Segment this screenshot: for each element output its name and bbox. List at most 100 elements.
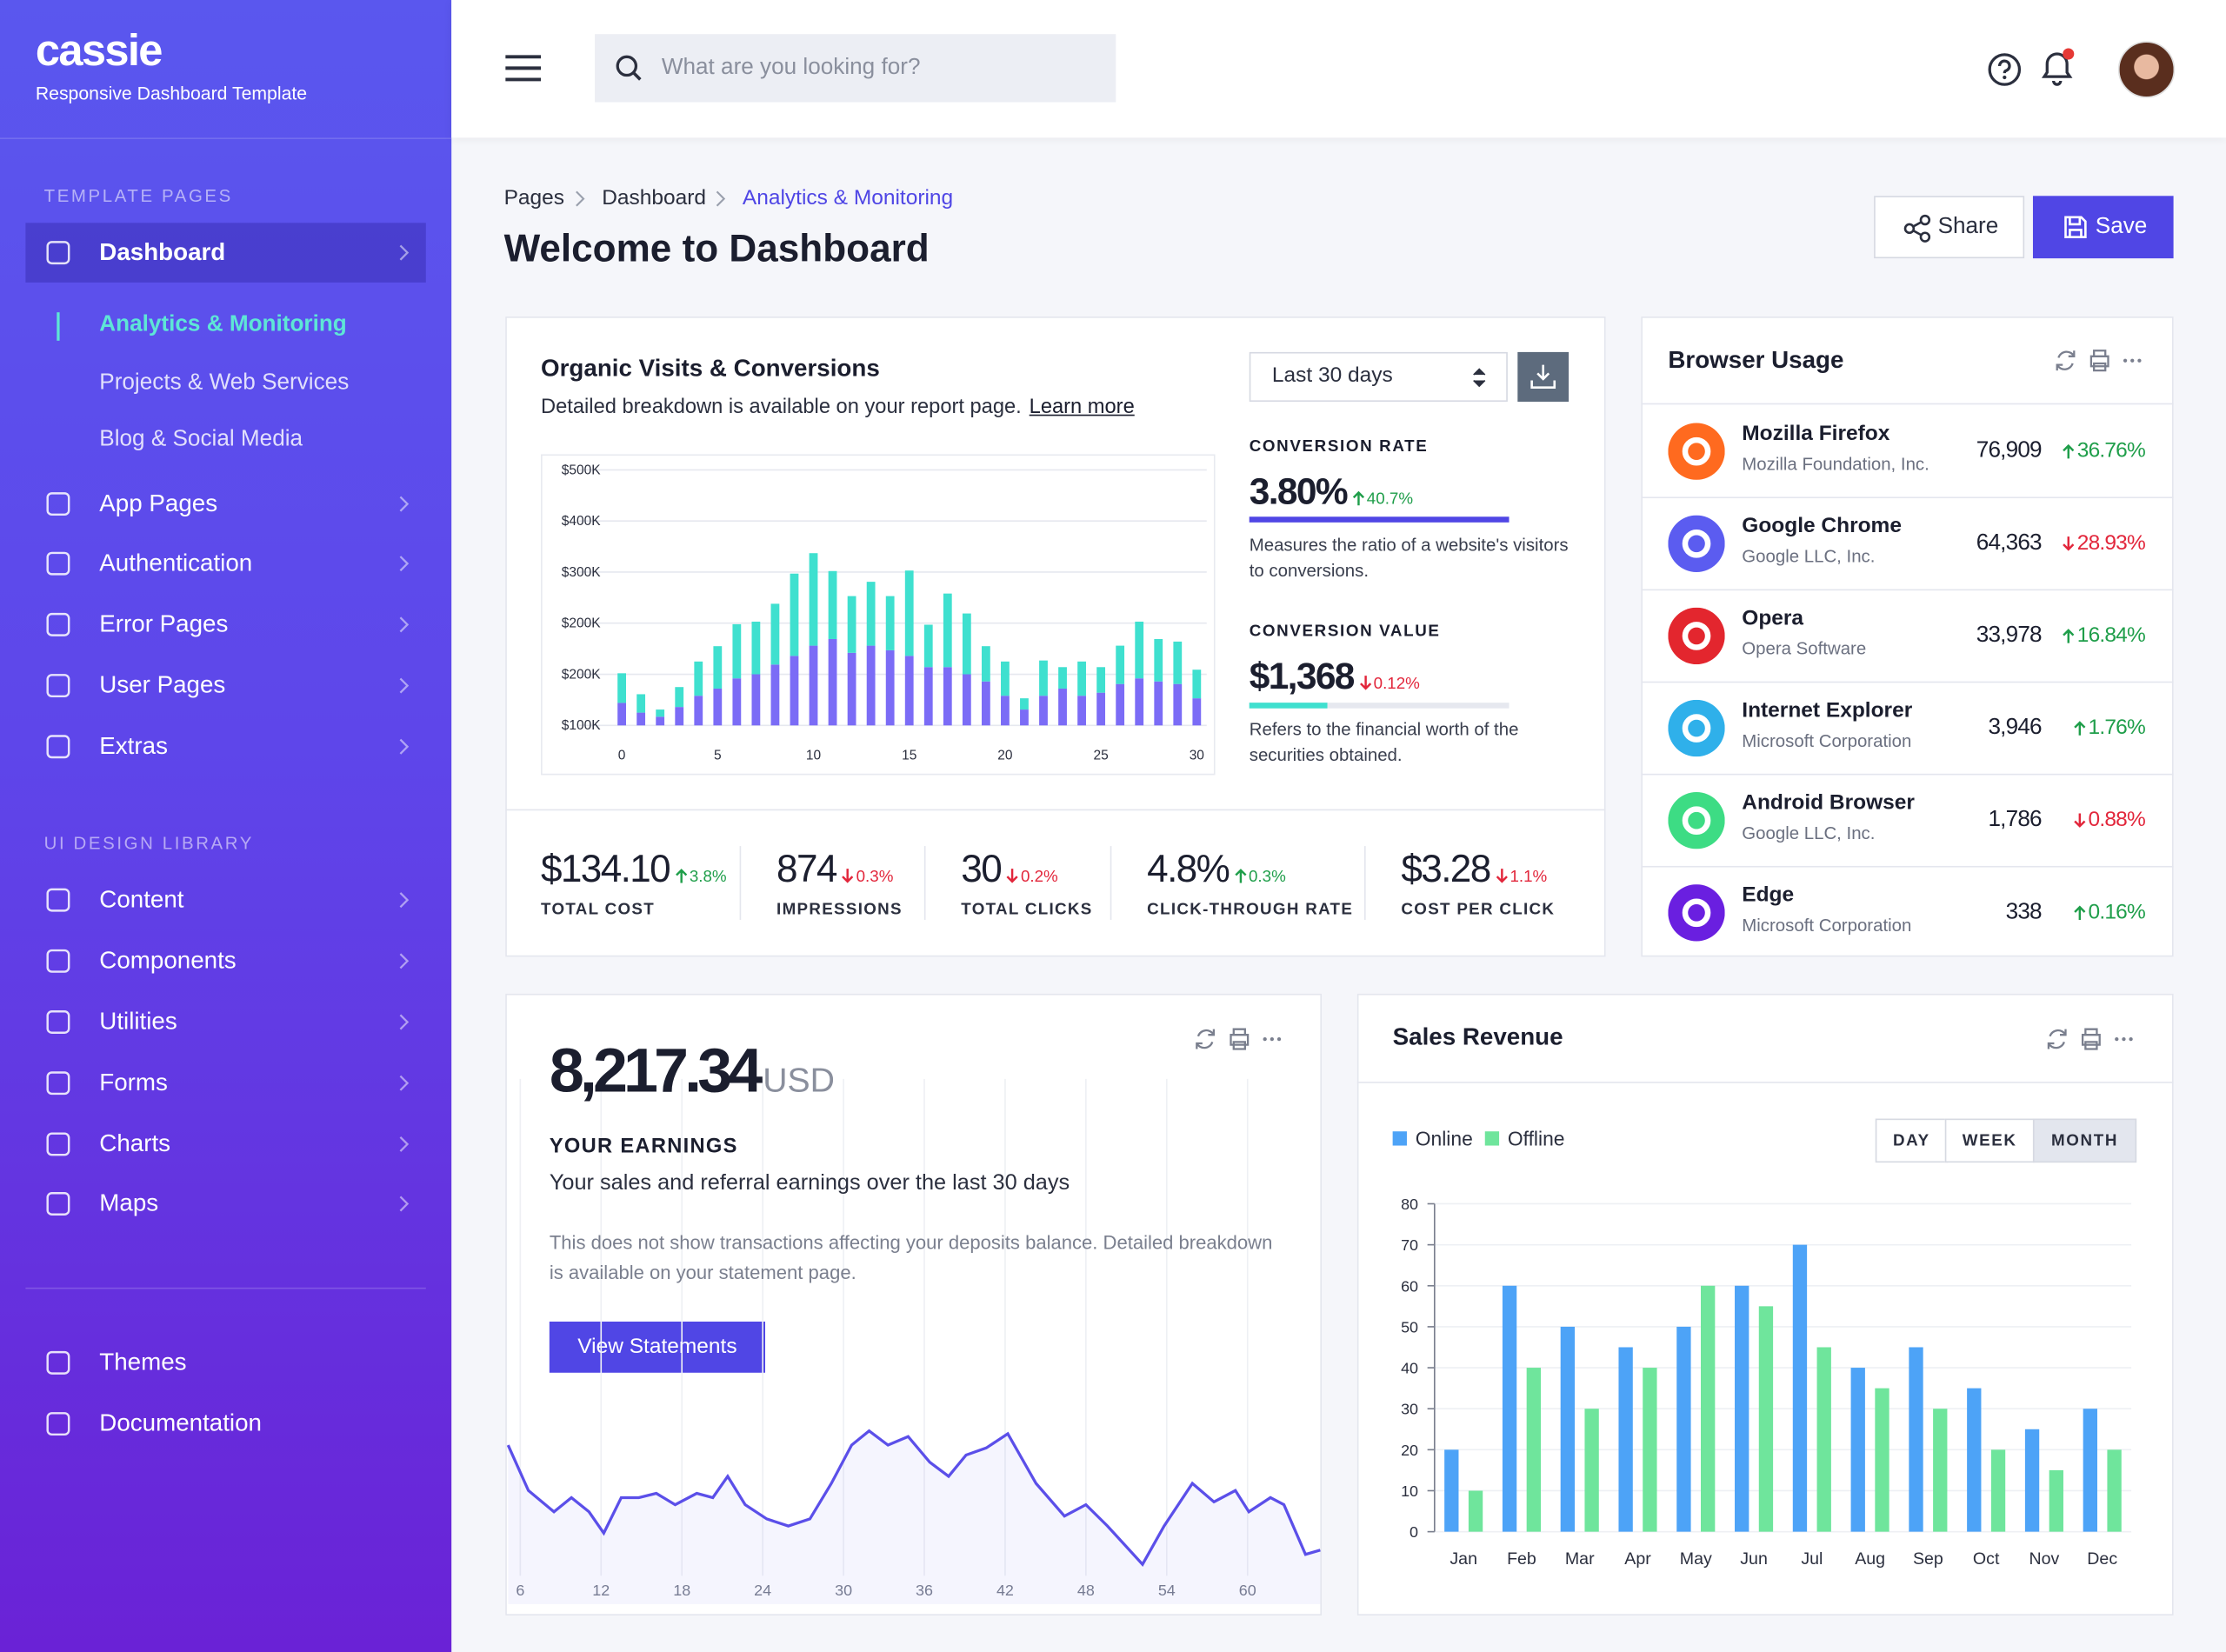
- menu-item[interactable]: Content: [99, 885, 184, 913]
- tab[interactable]: WEEK: [1944, 1118, 2035, 1163]
- chevron: [399, 556, 410, 572]
- menu-item[interactable]: User Pages: [99, 671, 226, 699]
- browser-name: Opera: [1742, 606, 1804, 630]
- card-tools: [2056, 350, 2142, 372]
- save-button[interactable]: Save: [2032, 196, 2174, 259]
- bar: [1526, 1368, 1541, 1532]
- menu-item[interactable]: Extras: [99, 732, 168, 760]
- menu-icon: [46, 735, 70, 759]
- bar-segment: [1116, 645, 1125, 684]
- menu-item[interactable]: Charts: [99, 1129, 171, 1157]
- bar-segment: [790, 573, 799, 656]
- bar: [1502, 1285, 1517, 1532]
- icon-circle: [1668, 884, 1725, 942]
- view-statements-button[interactable]: View Statements: [549, 1322, 765, 1373]
- browser-icon: [1668, 884, 1725, 942]
- y-tick-label: $500K: [562, 463, 601, 477]
- chevron-path: [399, 244, 410, 261]
- submenu-item[interactable]: Blog & Social Media: [99, 427, 303, 452]
- page-title: Welcome to Dashboard: [503, 227, 930, 270]
- submenu-item[interactable]: Analytics & Monitoring: [99, 312, 347, 336]
- menu-item[interactable]: App Pages: [99, 490, 218, 517]
- menu-item[interactable]: Themes: [99, 1349, 187, 1376]
- browser-company: Mozilla Foundation, Inc.: [1742, 454, 1929, 475]
- bar-segment: [847, 652, 856, 726]
- browser-company: Microsoft Corporation: [1742, 730, 1912, 751]
- avatar[interactable]: [2117, 41, 2176, 98]
- menu-item[interactable]: Forms: [99, 1069, 168, 1096]
- chart-frame: [541, 454, 1216, 776]
- chevron-path: [399, 677, 410, 694]
- browser-name: Android Browser: [1742, 790, 1915, 816]
- bar-segment: [770, 603, 780, 665]
- x-tick-label: Nov: [2029, 1549, 2060, 1569]
- menu-icon: [46, 612, 70, 636]
- progress-fill: [1249, 703, 1328, 709]
- select-caret: [1473, 368, 1486, 388]
- chevron-path: [399, 1196, 410, 1212]
- y-tick-label: $400K: [562, 514, 601, 529]
- bar-segment: [675, 707, 684, 726]
- menu-item[interactable]: Utilities: [99, 1008, 177, 1036]
- menu-item[interactable]: Error Pages: [99, 610, 229, 638]
- bar-segment: [656, 709, 665, 717]
- chevron: [399, 496, 410, 512]
- period-select[interactable]: Last 30 days: [1249, 351, 1508, 403]
- refresh-icon: [1196, 1029, 1216, 1049]
- trend-arrow: [2063, 443, 2075, 458]
- chevron: [399, 1014, 410, 1030]
- icon-shape: [46, 949, 70, 973]
- bar-segment: [732, 623, 742, 679]
- stat-separator: [923, 846, 926, 920]
- link[interactable]: Learn more: [1029, 396, 1135, 419]
- bar-segment: [1039, 696, 1048, 726]
- menu-item[interactable]: Authentication: [99, 549, 253, 576]
- tab-label: DAY: [1892, 1132, 1930, 1150]
- browser-value: 76,909: [1976, 438, 2043, 463]
- stat: $134.10 3.8%: [541, 846, 727, 900]
- menu-button[interactable]: [505, 54, 542, 83]
- stat: 30 0.2%: [961, 846, 1057, 900]
- browser-value: 64,363: [1976, 530, 2043, 556]
- save-label: Save: [2095, 214, 2148, 239]
- help-icon[interactable]: [1986, 51, 2023, 88]
- notification-icon[interactable]: [2038, 45, 2078, 88]
- menu-item[interactable]: Maps: [99, 1189, 159, 1217]
- change-value: 1.76%: [2088, 715, 2146, 740]
- x-tick-label: 42: [996, 1582, 1014, 1599]
- tab[interactable]: DAY: [1875, 1118, 1948, 1163]
- search-box[interactable]: What are you looking for?: [595, 34, 1116, 103]
- submenu-item[interactable]: Projects & Web Services: [99, 370, 350, 395]
- stat: $3.28 1.1%: [1401, 846, 1547, 900]
- chevron-path: [399, 616, 410, 633]
- x-tick-label: 0: [618, 748, 626, 763]
- arrow-path: [2074, 905, 2086, 920]
- menu-item[interactable]: Components: [99, 946, 237, 974]
- menu-item[interactable]: Documentation: [99, 1409, 262, 1437]
- tab[interactable]: MONTH: [2032, 1118, 2137, 1163]
- menu-icon: [46, 1010, 70, 1034]
- bar-segment: [656, 716, 665, 726]
- earnings-card: [505, 993, 1322, 1615]
- bar-segment: [713, 688, 723, 726]
- y-tick-label: 70: [1401, 1236, 1418, 1254]
- x-tick-label: Oct: [1973, 1549, 2000, 1569]
- y-tick-label: $200K: [562, 667, 601, 682]
- share-button[interactable]: Share: [1874, 196, 2025, 259]
- icon-circle: [1668, 607, 1725, 665]
- card-title: Sales Revenue: [1392, 1023, 1563, 1051]
- stat-label: COST PER CLICK: [1401, 901, 1556, 919]
- browser-icon: [1668, 515, 1725, 572]
- trend-arrow: [2074, 813, 2086, 828]
- x-tick-label: 30: [835, 1582, 852, 1599]
- breadcrumb-item[interactable]: Dashboard: [602, 185, 707, 210]
- legend-label: Online: [1416, 1128, 1473, 1150]
- card-tools: [2047, 1028, 2133, 1050]
- y-tick-label: 20: [1401, 1442, 1418, 1459]
- breadcrumb-item[interactable]: Pages: [503, 185, 565, 210]
- bar-segment: [790, 656, 799, 726]
- menu-item[interactable]: Dashboard: [99, 238, 226, 266]
- x-tick-label: 36: [916, 1582, 933, 1599]
- browser-icon: [1668, 792, 1725, 849]
- download-button[interactable]: [1517, 351, 1570, 403]
